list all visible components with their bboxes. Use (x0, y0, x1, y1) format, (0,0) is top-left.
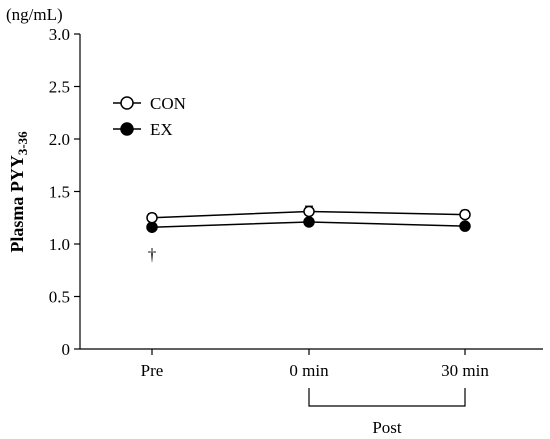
legend-marker (120, 96, 134, 110)
post-bracket: Post (308, 388, 466, 437)
bracket-line (308, 388, 466, 407)
legend-label: EX (150, 120, 173, 139)
data-point (459, 208, 471, 221)
data-point (459, 220, 471, 232)
legend-label: CON (150, 94, 186, 113)
y-tick-label: 1.5 (49, 183, 70, 202)
legend-marker (120, 122, 134, 136)
series-con (146, 205, 471, 224)
unit-label: (ng/mL) (6, 5, 63, 24)
y-tick-label: 0 (62, 340, 71, 359)
bracket-label: Post (372, 418, 402, 437)
y-axis-title-subscript: 3-36 (15, 131, 30, 155)
y-axis-title-main: Plasma PYY (7, 155, 27, 253)
legend: CON EX (113, 94, 186, 139)
data-point (303, 205, 315, 218)
y-axis-title: Plasma PYY3-36 (7, 131, 30, 253)
x-tick-label: 0 min (289, 361, 329, 380)
significance-dagger: † (148, 245, 157, 264)
y-tick-label: 1.0 (49, 235, 70, 254)
y-tick-label: 2.0 (49, 130, 70, 149)
y-tick-label: 3.0 (49, 25, 70, 44)
x-tick-label: Pre (141, 361, 164, 380)
data-point (146, 212, 158, 224)
series-ex (146, 216, 471, 233)
data-point (303, 216, 315, 228)
x-tick-label: 30 min (441, 361, 489, 380)
y-tick-label: 0.5 (49, 288, 70, 307)
y-tick-label: 2.5 (49, 78, 70, 97)
data-point (146, 221, 158, 233)
